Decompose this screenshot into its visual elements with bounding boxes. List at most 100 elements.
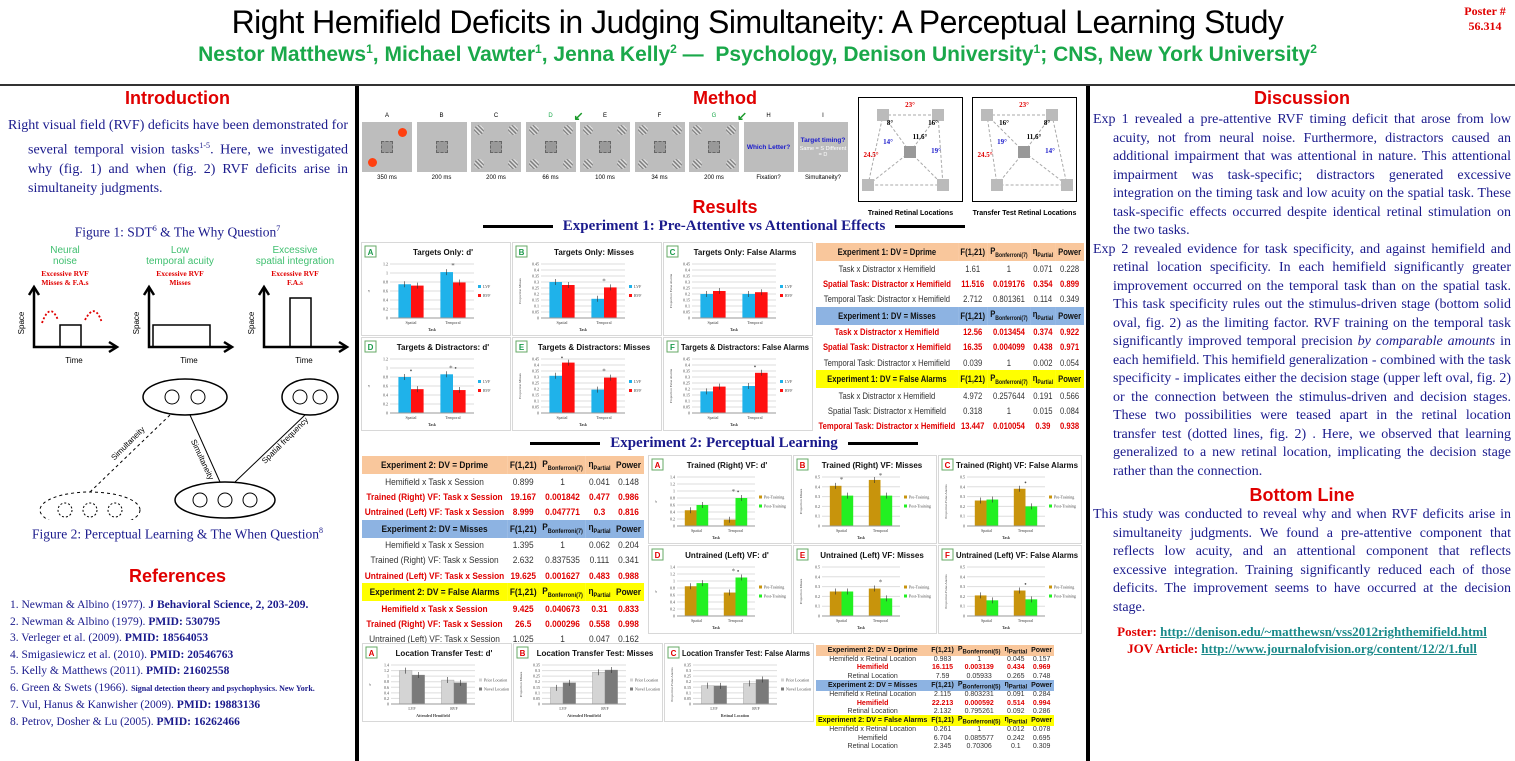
value-cell: 0.938 xyxy=(1060,421,1080,432)
x-axis-label: Task xyxy=(428,327,437,332)
y-tick-label: 0.45 xyxy=(532,357,539,362)
stat-symbol: P xyxy=(542,522,548,533)
reference-authors: 5. Kelly & Matthews (2011). xyxy=(10,665,146,677)
bar xyxy=(684,510,697,526)
legend-label: Prior Location xyxy=(484,678,507,683)
y-axis-label: Space xyxy=(247,311,256,334)
value-cell: 0.833 xyxy=(618,603,639,614)
bar-chart: D Targets & Distractors: d' 0 0.2 0.4 0.6 0.8 1… xyxy=(361,337,511,431)
value-cell: 0.054 xyxy=(1060,357,1080,368)
jov-link[interactable]: http://www.journalofvision.org/content/1… xyxy=(1201,641,1477,656)
retinal-diagram: 23° 8° 16° 11.6° 24.5° 14° 19° Trained Retinal … xyxy=(858,97,963,217)
legend-swatch xyxy=(478,285,481,288)
legend-swatch xyxy=(630,678,633,682)
value-cell: 0.558 xyxy=(589,618,610,629)
reference-authors: 6. Green & Swets (1966). xyxy=(10,681,132,694)
target-dot xyxy=(398,128,407,137)
stat-subscript: Partial xyxy=(593,465,611,472)
dash: — xyxy=(682,43,704,66)
bar xyxy=(735,498,748,526)
bar xyxy=(604,377,617,413)
legend-label: RVF xyxy=(634,388,642,393)
legend-label: RVF xyxy=(634,293,642,298)
effect-cell: Experiment 2: DV = False Alarms xyxy=(369,587,500,598)
bar xyxy=(723,519,736,526)
value-cell: PBonferroni(7) xyxy=(539,583,585,601)
poster-number-value: 56.314 xyxy=(1468,19,1502,33)
x-axis-label: Task xyxy=(712,535,721,540)
x-tick-label: RVF xyxy=(450,706,458,711)
y-tick-label: 0.2 xyxy=(384,696,389,701)
intro-text: Right visual field (RVF) deficits have b… xyxy=(8,116,348,199)
stat-symbol: η xyxy=(1032,309,1038,320)
y-tick-label: 0.4 xyxy=(685,363,690,368)
trial-sequence: A 350 ms B 200 ms C 200 ms D 66 ms ↙ E 100 ms F 34 m… xyxy=(362,109,852,193)
retinal-location-diagrams: 23° 8° 16° 11.6° 24.5° 14° 19° Trained Retinal … xyxy=(858,97,1083,217)
y-tick-label: 0.4 xyxy=(534,268,539,273)
legend-label: RVF xyxy=(483,293,491,298)
panel-label: A xyxy=(369,649,375,658)
legend-label: LVF xyxy=(483,379,491,384)
value-cell: 0.045 xyxy=(1007,656,1025,664)
chart-title: Untrained (Left) VF: Misses xyxy=(820,551,924,560)
gabor-patch xyxy=(528,125,539,135)
bar-chart: B Targets Only: Misses 0 0.05 0.1 0.15 0.2 0.25… xyxy=(512,242,662,336)
value-cell: ηPartial xyxy=(1003,645,1030,656)
x-tick-label: Spatial xyxy=(981,528,993,533)
y-tick-label: 0.05 xyxy=(532,405,539,410)
header-divider xyxy=(0,84,1515,86)
trial-frame: B 200 ms xyxy=(416,113,467,181)
fixation-letters xyxy=(599,141,611,153)
stat-subscript: Bonferroni(7) xyxy=(995,315,1028,322)
effect-cell: Untrained (Left) VF: Task x Session xyxy=(364,570,505,581)
y-tick-label: 0.05 xyxy=(683,310,690,315)
y-tick-label: 0.1 xyxy=(686,690,691,695)
value-cell: 0.162 xyxy=(618,634,639,645)
significance-mark: • xyxy=(561,354,564,362)
y-tick-label: 0 xyxy=(818,614,820,619)
effect-cell: Experiment 2: DV = Misses xyxy=(381,523,488,534)
unit-circle xyxy=(192,492,208,508)
y-tick-label: 0 xyxy=(688,411,690,416)
panel-title: temporal acuity xyxy=(146,256,214,267)
gabor-patch xyxy=(692,125,702,135)
chart-title: Untrained (Left) VF: False Alarms xyxy=(956,551,1079,560)
value-cell: 1.61 xyxy=(965,263,981,274)
value-cell: Power xyxy=(616,523,642,534)
significance-mark: • xyxy=(1024,479,1027,487)
table-header-row: Experiment 2: DV = False Alarms F(1,21) PB… xyxy=(362,583,644,602)
value-cell: 0.228 xyxy=(1060,263,1080,274)
value-cell: ηPartial xyxy=(1003,680,1030,691)
frame-display xyxy=(634,122,685,172)
legend-label: Pre-Training xyxy=(764,495,784,500)
y-axis-label: Proportion False Alarms xyxy=(669,273,673,308)
table-row: Hemifield x Task x Session 9.425 0.040673 0… xyxy=(362,601,644,616)
table-header-row: Experiment 1: DV = Dprime F(1,21) PBonferr… xyxy=(816,243,1084,261)
table-row: Spatial Task: Distractor x Hemifield 11.5… xyxy=(816,276,1084,291)
value-cell: PBonferroni(7) xyxy=(988,370,1031,388)
reference-source: PMID: 20546763 xyxy=(149,648,234,661)
gabor-patch xyxy=(671,159,682,169)
value-cell: ηPartial xyxy=(1030,307,1055,325)
y-axis-label: Space xyxy=(132,311,141,334)
effect-cell: Task x Distractor x Hemifield xyxy=(838,390,936,401)
reference-authors: 7. Vul, Hanus & Kanwisher (2009). xyxy=(10,699,177,711)
connection-line xyxy=(89,414,171,493)
legend-label: Novel Location xyxy=(786,687,811,692)
author: Nestor Matthews xyxy=(198,43,367,66)
arrow-heads xyxy=(27,284,120,354)
chart-title: Location Transfer Test: Misses xyxy=(537,649,654,658)
arrow-heads xyxy=(142,284,235,354)
unit-circle xyxy=(312,389,328,405)
bar xyxy=(562,362,575,413)
significance-mark: * xyxy=(879,579,883,587)
gabor-patch xyxy=(637,159,648,169)
y-tick-label: 0.45 xyxy=(532,262,539,267)
frame-display xyxy=(362,122,412,172)
poster-link[interactable]: http://denison.edu/~matthewsn/vss2012rig… xyxy=(1160,624,1487,639)
value-cell: 0.047771 xyxy=(545,506,580,517)
y-tick-label: 0.2 xyxy=(960,594,965,599)
frame-letter: I xyxy=(822,113,824,119)
poster-link-label: Poster: xyxy=(1117,624,1157,639)
effect-cell: Experiment 2: DV = False Alarms xyxy=(818,717,928,725)
